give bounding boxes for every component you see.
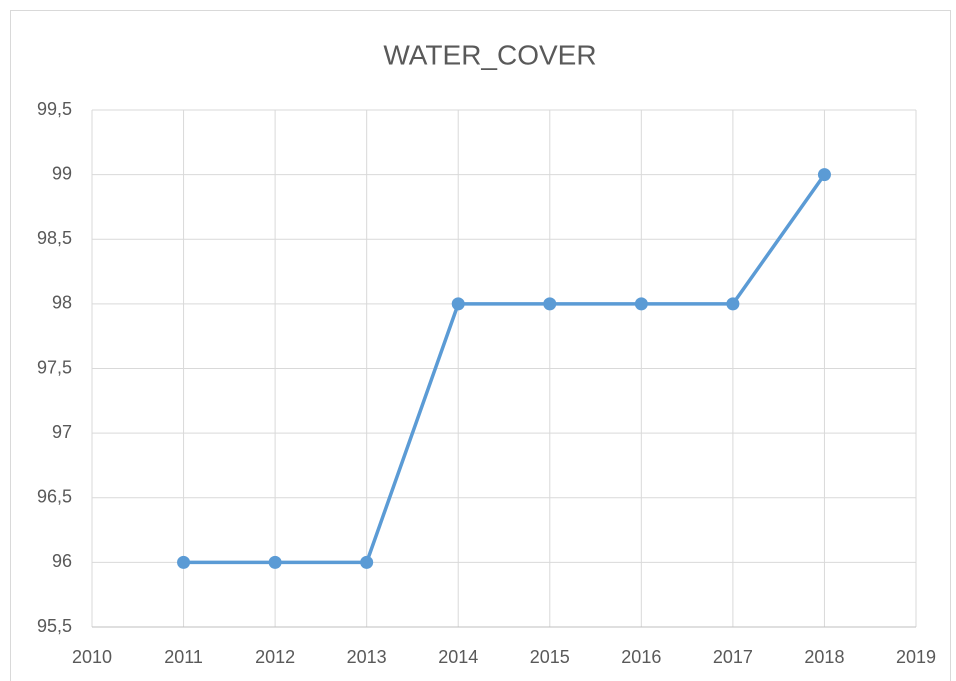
marker [543, 297, 557, 311]
line [183, 173, 826, 565]
marker [177, 555, 191, 569]
x-tick-label: 2014 [438, 647, 478, 667]
y-tick-label: 98 [52, 293, 72, 313]
x-tick-label: 2013 [347, 647, 387, 667]
y-tick-label: 97 [52, 422, 72, 442]
y-tick-label: 96,5 [37, 487, 72, 507]
x-tick-label: 2016 [621, 647, 661, 667]
x-tick-label: 2017 [713, 647, 753, 667]
x-tick-label: 2011 [164, 647, 203, 667]
marker [817, 168, 831, 182]
y-tick-label: 96 [52, 551, 72, 571]
y-tick-label: 95,5 [37, 616, 72, 636]
y-tick-label: 97,5 [37, 357, 72, 377]
y-tick-label: 99,5 [37, 99, 72, 119]
marker [360, 555, 374, 569]
marker [451, 297, 465, 311]
x-tick-label: 2018 [804, 647, 844, 667]
chart-title: WATER_COVER [383, 39, 596, 70]
x-tick-label: 2012 [255, 647, 295, 667]
marker [634, 297, 648, 311]
x-tick-label: 2019 [896, 647, 936, 667]
marker [268, 555, 282, 569]
x-tick-label: 2015 [530, 647, 570, 667]
marker [726, 297, 740, 311]
y-tick-label: 99 [52, 163, 72, 183]
chart-border [10, 10, 951, 681]
x-tick-label: 2010 [72, 647, 112, 667]
y-tick-label: 98,5 [37, 228, 72, 248]
